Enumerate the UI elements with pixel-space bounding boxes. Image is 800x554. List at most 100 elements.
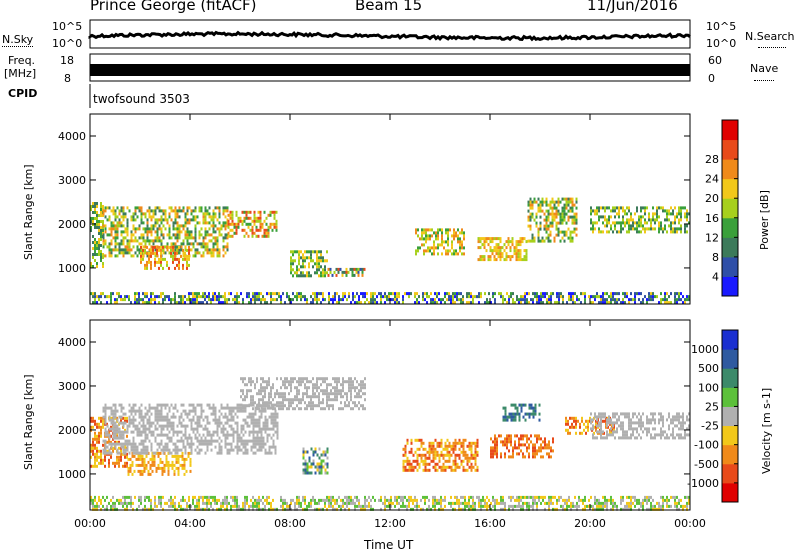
power-cell [200, 206, 203, 210]
power-cell [427, 246, 429, 250]
velocity-cell [416, 468, 419, 472]
power-cell [144, 266, 146, 270]
velocity-cell [146, 412, 149, 416]
power-cell [204, 212, 207, 216]
velocity-cell [526, 412, 529, 416]
power-cell [484, 301, 486, 305]
power-cell [170, 298, 172, 302]
power-cell [138, 248, 141, 252]
velocity-cell [238, 448, 241, 452]
power-cell [551, 206, 554, 210]
power-cell [359, 267, 362, 271]
velocity-cell [670, 421, 672, 425]
velocity-cell [516, 434, 518, 438]
power-cell [90, 208, 92, 211]
power-cell [658, 215, 660, 219]
power-cell [549, 212, 552, 216]
power-cell [235, 210, 238, 214]
velocity-cell [244, 404, 246, 408]
velocity-cell [234, 421, 237, 425]
power-cell [654, 218, 656, 222]
power-cell [461, 240, 463, 244]
velocity-cell [520, 434, 522, 438]
power-cell [90, 229, 92, 232]
velocity-cell [260, 398, 262, 402]
velocity-cell [598, 424, 600, 428]
power-cell [664, 227, 666, 231]
velocity-cell [188, 436, 191, 440]
power-cell [164, 227, 167, 231]
velocity-cell [534, 409, 537, 413]
velocity-cell [444, 444, 447, 448]
power-cell [524, 292, 526, 296]
velocity-cell [166, 403, 169, 407]
velocity-cell [242, 442, 245, 446]
power-cell [547, 233, 550, 237]
power-cell [302, 253, 304, 257]
velocity-cell [476, 444, 479, 448]
velocity-cell [188, 504, 190, 508]
power-cell [374, 298, 376, 302]
power-cell [278, 292, 280, 296]
velocity-cell [316, 386, 318, 390]
velocity-cell [360, 383, 362, 387]
power-cell [316, 298, 318, 302]
velocity-cell [188, 498, 190, 502]
power-cell [573, 203, 576, 207]
velocity-cell [252, 380, 254, 384]
velocity-cell [510, 437, 512, 441]
power-cell [668, 301, 670, 305]
velocity-cell [218, 451, 221, 455]
power-cell [172, 233, 175, 237]
velocity-cell [166, 501, 168, 505]
power-cell [494, 298, 496, 302]
velocity-cell [276, 415, 279, 419]
velocity-cell [138, 421, 141, 425]
power-cell [431, 252, 433, 256]
velocity-cell [250, 398, 252, 402]
power-cell [364, 301, 366, 305]
velocity-cell [128, 439, 131, 443]
velocity-cell [254, 445, 257, 449]
power-cell [298, 295, 300, 299]
velocity-cell [112, 501, 114, 505]
velocity-cell [143, 463, 146, 467]
power-cell [188, 230, 191, 234]
velocity-cell [168, 504, 170, 508]
power-cell [253, 219, 256, 223]
power-cell [525, 255, 528, 259]
power-cell [549, 233, 552, 237]
power-cell [216, 242, 219, 246]
power-cell [202, 218, 205, 222]
velocity-cell [434, 447, 437, 451]
power-cell [296, 271, 298, 275]
power-cell [415, 252, 417, 256]
power-cell [148, 260, 150, 264]
velocity-cell [258, 398, 260, 402]
velocity-cell [132, 439, 135, 443]
velocity-cell [504, 409, 507, 413]
velocity-cell [544, 443, 546, 447]
power-cell [614, 298, 616, 302]
velocity-cell [258, 445, 261, 449]
velocity-cell [153, 463, 156, 467]
velocity-cell [135, 463, 138, 467]
velocity-cell [330, 389, 332, 393]
power-cell [565, 203, 568, 207]
velocity-cell [414, 465, 417, 469]
power-cell [426, 301, 428, 305]
velocity-cell [242, 433, 245, 437]
velocity-cell [232, 418, 235, 422]
power-cell [396, 295, 398, 299]
velocity-cell [476, 465, 479, 469]
velocity-cell [102, 504, 104, 508]
power-cell [152, 215, 155, 219]
velocity-cell [426, 468, 429, 472]
velocity-cell [268, 445, 271, 449]
power-cell [190, 248, 193, 252]
power-cell [477, 240, 480, 244]
power-cell [493, 255, 496, 259]
power-cell [186, 242, 189, 246]
power-cell [227, 219, 230, 223]
velocity-cell [142, 415, 145, 419]
